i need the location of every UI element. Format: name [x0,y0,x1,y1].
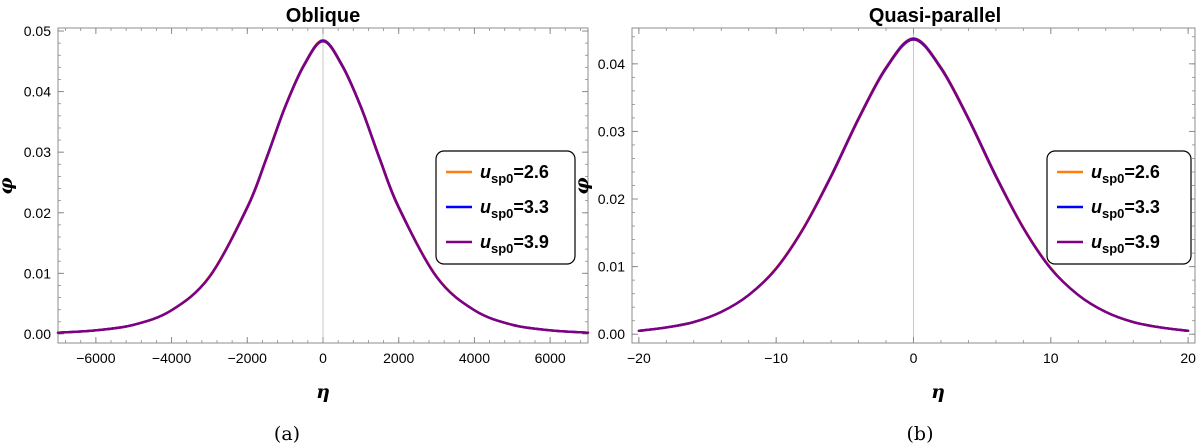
x-tick-label: −2000 [228,350,268,366]
legend-label-sub: sp0 [1102,206,1124,221]
y-tick-label: 0.00 [24,326,51,342]
legend-label-value: =3.9 [513,232,549,252]
y-tick-label: 0.04 [598,56,625,72]
legend-label-main: u [480,232,491,252]
legend-label: usp0=2.6 [1091,162,1160,186]
x-tick-label: −6000 [76,350,116,366]
x-axis-label: η [316,381,330,403]
x-tick-label: 20 [1180,350,1196,366]
legend-label-value: =2.6 [513,162,549,182]
legend-label-main: u [480,197,491,217]
chart-title: Quasi-parallel [869,5,1001,27]
series-line-2 [56,40,590,334]
legend-label: usp0=3.9 [1091,232,1160,256]
x-axis-label: η [931,381,945,403]
legend-label-main: u [1091,232,1102,252]
legend-label-value: =2.6 [1124,162,1160,182]
legend-label-value: =3.9 [1124,232,1160,252]
x-tick-label: −20 [627,350,651,366]
panel-caption: (b) [907,423,934,445]
legend-label-sub: sp0 [491,241,513,256]
chart-title: Oblique [286,5,360,27]
y-tick-label: 0.01 [24,265,51,281]
y-tick-label: 0.03 [598,123,625,139]
legend-label-main: u [480,162,491,182]
chart-panel-1: −20 −10 0 10 20 0.00 0.01 0.02 0.03 0.04 Quasi-par… [571,5,1196,445]
legend-label: usp0=2.6 [480,162,549,186]
legend-label-value: =3.3 [513,197,549,217]
x-tick-label: 0 [319,350,327,366]
y-tick-label: 0.02 [24,205,51,221]
legend-box [1046,150,1192,265]
y-tick-label: 0.01 [598,259,625,275]
x-tick-label: −4000 [152,350,192,366]
legend-label: usp0=3.3 [480,197,549,221]
panel-caption: (a) [274,423,300,445]
legend-label-sub: sp0 [491,171,513,186]
legend-label-value: =3.3 [1124,197,1160,217]
x-tick-label: 6000 [535,350,566,366]
legend-label-main: u [1091,197,1102,217]
y-tick-label: 0.04 [24,84,51,100]
x-tick-label: −10 [764,350,788,366]
x-tick-label: 2000 [383,350,414,366]
y-axis-label: φ [0,177,17,194]
legend-box [435,150,576,265]
y-axis-label: φ [571,177,593,194]
legend-label-main: u [1091,162,1102,182]
legend-label: usp0=3.3 [1091,197,1160,221]
legend-label-sub: sp0 [491,206,513,221]
y-tick-label: 0.05 [24,23,51,39]
y-tick-label: 0.02 [598,191,625,207]
legend-label-sub: sp0 [1102,171,1124,186]
x-tick-label: 0 [910,350,918,366]
chart-panel-0: −6000 −4000 −2000 0 2000 4000 6000 0.00 0.01 0.02… [0,5,590,445]
x-tick-label: 10 [1043,350,1059,366]
legend-label: usp0=3.9 [480,232,549,256]
series-line-2 [637,38,1190,333]
x-tick-label: 4000 [459,350,490,366]
y-tick-label: 0.00 [598,326,625,342]
y-tick-label: 0.03 [24,144,51,160]
legend-label-sub: sp0 [1102,241,1124,256]
